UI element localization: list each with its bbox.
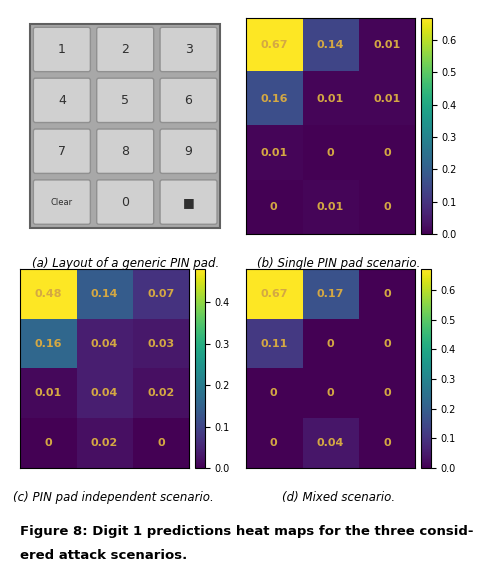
Text: 0.02: 0.02 xyxy=(147,388,175,398)
Text: 0.04: 0.04 xyxy=(317,438,344,448)
Text: 2: 2 xyxy=(121,43,129,56)
Text: 0: 0 xyxy=(270,202,277,212)
Text: 0.16: 0.16 xyxy=(34,339,62,349)
FancyBboxPatch shape xyxy=(160,180,217,224)
Text: 0.67: 0.67 xyxy=(260,40,288,50)
Text: 1: 1 xyxy=(58,43,66,56)
Text: 0: 0 xyxy=(44,438,52,448)
Text: (b) Single PIN pad scenario.: (b) Single PIN pad scenario. xyxy=(257,257,420,270)
Text: 8: 8 xyxy=(121,144,129,158)
FancyBboxPatch shape xyxy=(160,78,217,122)
Text: 0.04: 0.04 xyxy=(91,388,118,398)
Text: Clear: Clear xyxy=(51,198,73,207)
Text: 0.04: 0.04 xyxy=(91,339,118,349)
Text: Figure 8: Digit 1 predictions heat maps for the three consid-: Figure 8: Digit 1 predictions heat maps … xyxy=(20,525,473,538)
Text: 4: 4 xyxy=(58,94,66,107)
Text: 0.03: 0.03 xyxy=(148,339,175,349)
Text: 0: 0 xyxy=(121,195,129,209)
Text: 0: 0 xyxy=(383,339,391,349)
FancyBboxPatch shape xyxy=(160,27,217,72)
Text: 0: 0 xyxy=(383,148,391,158)
Text: 0.01: 0.01 xyxy=(373,94,401,104)
Text: 0.02: 0.02 xyxy=(91,438,118,448)
Text: 0.07: 0.07 xyxy=(147,289,175,299)
Text: 5: 5 xyxy=(121,94,129,107)
Text: 0.14: 0.14 xyxy=(317,40,344,50)
Text: (a) Layout of a generic PIN pad.: (a) Layout of a generic PIN pad. xyxy=(31,257,219,270)
Text: 0.16: 0.16 xyxy=(260,94,288,104)
Text: 0: 0 xyxy=(383,388,391,398)
FancyBboxPatch shape xyxy=(97,27,154,72)
Text: 0: 0 xyxy=(327,339,334,349)
Text: 0: 0 xyxy=(157,438,165,448)
Text: 0: 0 xyxy=(383,438,391,448)
Text: (d) Mixed scenario.: (d) Mixed scenario. xyxy=(282,491,395,504)
Text: ■: ■ xyxy=(183,195,194,209)
Text: 0.17: 0.17 xyxy=(317,289,344,299)
FancyBboxPatch shape xyxy=(160,129,217,173)
Text: 0: 0 xyxy=(383,202,391,212)
Text: 0.01: 0.01 xyxy=(34,388,61,398)
Text: 0: 0 xyxy=(270,388,277,398)
FancyBboxPatch shape xyxy=(97,129,154,173)
Text: 0: 0 xyxy=(383,289,391,299)
Text: 9: 9 xyxy=(185,144,192,158)
Text: 0.14: 0.14 xyxy=(91,289,118,299)
Text: 7: 7 xyxy=(58,144,66,158)
Text: 0.67: 0.67 xyxy=(260,289,288,299)
Text: 0: 0 xyxy=(327,148,334,158)
Text: 0: 0 xyxy=(270,438,277,448)
FancyBboxPatch shape xyxy=(33,129,90,173)
FancyBboxPatch shape xyxy=(33,27,90,72)
Text: 0.01: 0.01 xyxy=(317,202,344,212)
Text: 6: 6 xyxy=(185,94,192,107)
Text: 3: 3 xyxy=(185,43,192,56)
Text: 0.01: 0.01 xyxy=(260,148,287,158)
FancyBboxPatch shape xyxy=(33,180,90,224)
Text: 0.11: 0.11 xyxy=(260,339,288,349)
Text: 0.48: 0.48 xyxy=(34,289,62,299)
FancyBboxPatch shape xyxy=(97,180,154,224)
FancyBboxPatch shape xyxy=(97,78,154,122)
Text: 0.01: 0.01 xyxy=(373,40,401,50)
Text: 0.01: 0.01 xyxy=(317,94,344,104)
Text: 0: 0 xyxy=(327,388,334,398)
Text: (c) PIN pad independent scenario.: (c) PIN pad independent scenario. xyxy=(13,491,213,504)
Bar xyxy=(30,24,220,228)
Text: ered attack scenarios.: ered attack scenarios. xyxy=(20,549,187,562)
FancyBboxPatch shape xyxy=(33,78,90,122)
